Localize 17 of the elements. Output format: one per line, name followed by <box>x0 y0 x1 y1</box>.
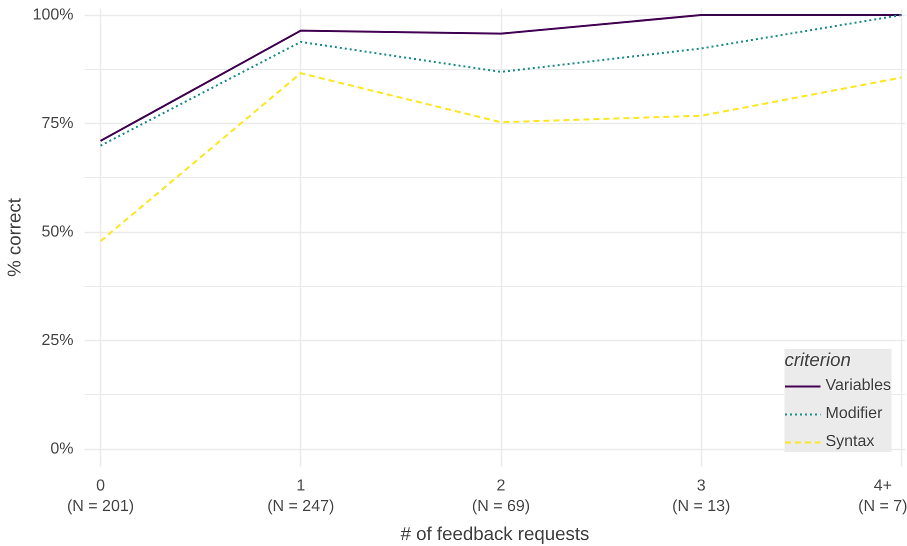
legend-label: Modifier <box>825 405 882 423</box>
x-axis-title: # of feedback requests <box>400 522 590 544</box>
x-tick-label: 1 (N = 247) <box>267 478 334 515</box>
y-tick-label: 75% <box>41 115 74 132</box>
y-tick-label: 100% <box>32 6 74 24</box>
legend-label: Variables <box>825 377 891 395</box>
line-series <box>100 72 902 242</box>
legend-label: Syntax <box>825 433 874 451</box>
y-tick-label: 0% <box>50 440 74 458</box>
x-tick-label: 3 (N = 13) <box>672 478 730 515</box>
y-axis-title: % correct <box>4 197 25 277</box>
legend-title: criterion <box>784 349 852 371</box>
y-tick-label: 50% <box>41 224 74 241</box>
y-tick-label: 25% <box>41 332 74 350</box>
x-tick-label: 4+ (N = 7) <box>858 478 907 515</box>
x-tick-label: 2 (N = 69) <box>472 478 530 515</box>
x-tick-label: 0 (N = 201) <box>66 478 134 515</box>
